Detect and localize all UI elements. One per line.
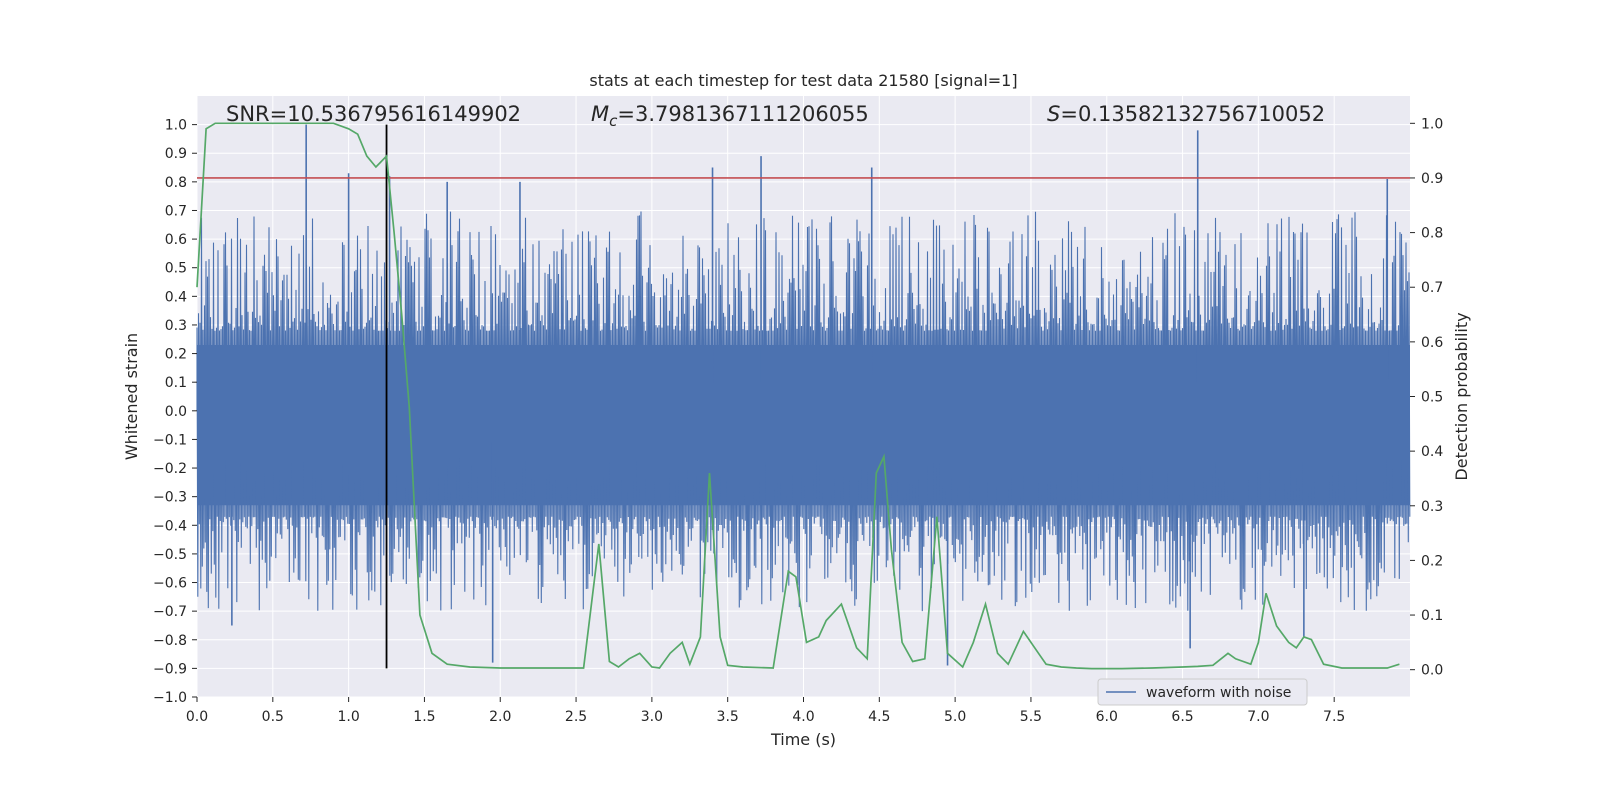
y-tick-label: 0.8 — [165, 175, 187, 191]
y-tick-label: −0.5 — [153, 547, 187, 563]
annotations: SNR=10.536795616149902 Mc=3.7981367111206… — [226, 102, 1325, 130]
y-tick-label: 0.9 — [165, 146, 187, 162]
y-right-tick-label: 0.3 — [1421, 499, 1443, 515]
waveform-series — [196, 124, 1411, 666]
overlay-lines — [197, 124, 1410, 669]
y-tick-label: −0.2 — [153, 461, 187, 477]
y-right-tick-label: 0.6 — [1421, 335, 1443, 351]
annotation-chirp-mass-value: =3.7981367111206055 — [617, 102, 868, 126]
x-tick-label: 4.0 — [792, 709, 814, 725]
y-tick-label: −0.4 — [153, 518, 187, 534]
x-tick-label: 5.0 — [944, 709, 966, 725]
annotation-s-value: =0.13582132756710052 — [1060, 102, 1325, 126]
y-tick-label: −1.0 — [153, 690, 187, 706]
annotation-chirp-mass: Mc=3.7981367111206055 — [591, 102, 869, 130]
y-tick-label: −0.3 — [153, 490, 187, 506]
chart-title: stats at each timestep for test data 215… — [589, 71, 1017, 90]
x-axis-label: Time (s) — [770, 730, 836, 749]
y-right-tick-label: 0.5 — [1421, 390, 1443, 406]
y-axis-label: Whitened strain — [122, 333, 141, 460]
x-tick-label: 7.5 — [1323, 709, 1345, 725]
annotation-chirp-mass-subscript: c — [609, 112, 618, 130]
y-tick-label: 0.6 — [165, 232, 187, 248]
waveform-line — [196, 211, 1411, 612]
y-right-tick-label: 0.2 — [1421, 553, 1443, 569]
x-tick-label: 0.0 — [186, 709, 208, 725]
annotation-s-symbol: S — [1047, 102, 1060, 126]
probability-series — [196, 122, 1400, 670]
x-tick-label: 1.0 — [337, 709, 359, 725]
x-tick-label: 7.0 — [1247, 709, 1269, 725]
y-tick-label: −0.7 — [153, 604, 187, 620]
x-tick-label: 6.5 — [1171, 709, 1193, 725]
y-tick-label: 0.2 — [165, 347, 187, 363]
y-right-tick-label: 0.1 — [1421, 608, 1443, 624]
y-tick-label: 0.4 — [165, 289, 187, 305]
y-tick-label: 0.3 — [165, 318, 187, 334]
y-tick-label: −0.9 — [153, 661, 187, 677]
y-tick-label: −0.1 — [153, 432, 187, 448]
y-tick-label: −0.6 — [153, 576, 187, 592]
detection-probability-line — [196, 122, 1400, 670]
x-tick-label: 0.5 — [262, 709, 284, 725]
x-tick-label: 3.5 — [717, 709, 739, 725]
y-tick-label: 0.0 — [165, 404, 187, 420]
legend: waveform with noise — [1097, 678, 1308, 706]
y-axis-right-label: Detection probability — [1452, 312, 1471, 480]
y-right-tick-label: 0.8 — [1421, 226, 1443, 242]
x-tick-label: 2.5 — [565, 709, 587, 725]
annotation-s-stat: S=0.13582132756710052 — [1047, 102, 1325, 126]
y-right-tick-label: 0.0 — [1421, 663, 1443, 679]
tick-labels: 0.0 0.5 1.0 1.5 2.0 2.5 3.0 3.5 4.0 4.5 5.0 5.5 6.0 6… — [153, 116, 1443, 725]
y-tick-label: 0.7 — [165, 203, 187, 219]
x-tick-label: 3.0 — [641, 709, 663, 725]
x-tick-label: 1.5 — [413, 709, 435, 725]
x-tick-label: 4.5 — [868, 709, 890, 725]
y-tick-label: 0.5 — [165, 261, 187, 277]
y-right-tick-label: 0.4 — [1421, 444, 1443, 460]
y-right-tick-label: 0.7 — [1421, 280, 1443, 296]
y-tick-label: 0.1 — [165, 375, 187, 391]
x-tick-label: 2.0 — [489, 709, 511, 725]
y-right-tick-label: 1.0 — [1421, 116, 1443, 132]
legend-box — [1097, 678, 1308, 706]
annotation-chirp-mass-symbol: M — [591, 102, 609, 126]
legend-entry-waveform: waveform with noise — [1146, 685, 1291, 701]
y-right-tick-label: 0.9 — [1421, 171, 1443, 187]
y-tick-label: −0.8 — [153, 633, 187, 649]
x-tick-label: 5.5 — [1020, 709, 1042, 725]
x-tick-label: 6.0 — [1096, 709, 1118, 725]
annotation-snr: SNR=10.536795616149902 — [226, 102, 521, 126]
y-tick-label: 1.0 — [165, 118, 187, 134]
